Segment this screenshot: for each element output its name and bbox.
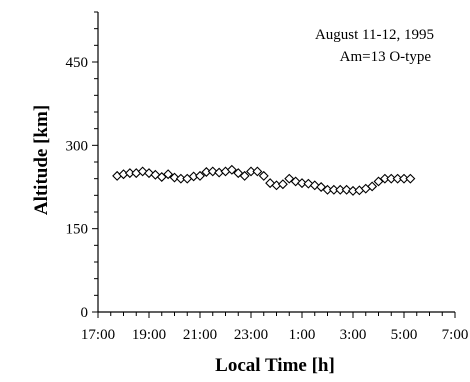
data-point xyxy=(341,184,352,195)
x-tick-label: 7:00 xyxy=(442,327,469,343)
y-tick-label: 300 xyxy=(66,138,89,154)
data-point xyxy=(233,168,244,179)
data-point xyxy=(277,179,288,190)
data-point xyxy=(367,181,378,192)
y-ticks: 0 150 300 450 xyxy=(66,11,98,321)
data-point xyxy=(144,168,154,179)
data-point xyxy=(297,178,307,189)
x-ticks: 17:00 19:00 21:00 23:00 1:00 3:00 5:00 7:00 xyxy=(81,312,468,343)
data-point xyxy=(239,170,250,181)
data-points xyxy=(112,164,416,196)
y-tick-label: 150 xyxy=(66,222,89,238)
y-axis-title: Altitude [km] xyxy=(31,105,52,215)
data-point xyxy=(207,166,218,177)
data-point xyxy=(316,182,327,192)
data-point xyxy=(258,170,269,181)
x-tick-label: 23:00 xyxy=(234,327,268,343)
x-axis-title: Local Time [h] xyxy=(215,355,335,376)
y-tick-label: 0 xyxy=(81,305,89,321)
x-tick-label: 3:00 xyxy=(340,327,367,343)
data-point xyxy=(405,173,416,184)
data-point xyxy=(163,169,174,180)
data-point xyxy=(150,169,161,180)
data-point xyxy=(226,164,237,175)
x-tick-label: 19:00 xyxy=(132,327,166,343)
x-tick-label: 17:00 xyxy=(81,327,115,343)
x-tick-label: 5:00 xyxy=(391,327,418,343)
annotation-line-1: August 11-12, 1995 xyxy=(315,27,434,43)
x-tick-label: 21:00 xyxy=(183,327,217,343)
x-tick-label: 1:00 xyxy=(289,327,316,343)
data-point xyxy=(169,172,180,183)
data-point xyxy=(252,166,263,177)
data-point xyxy=(265,178,276,189)
annotation-line-2: Am=13 O-type xyxy=(340,49,432,65)
y-tick-label: 450 xyxy=(66,55,89,71)
data-point xyxy=(195,170,205,181)
